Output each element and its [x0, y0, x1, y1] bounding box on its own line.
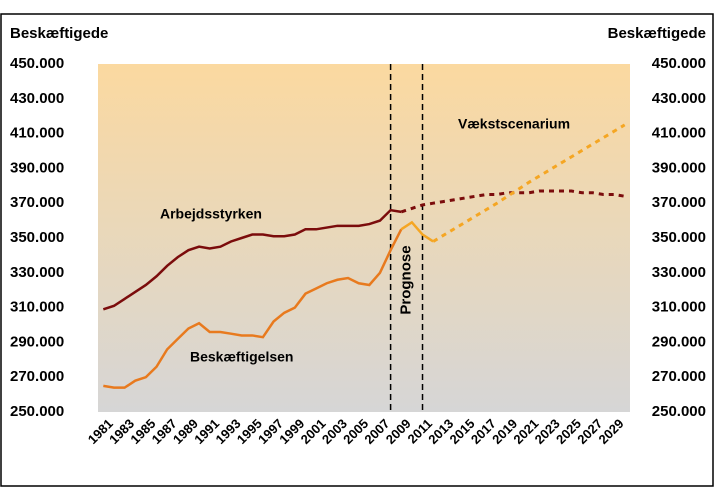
y-tick-label: 330.000 [10, 264, 64, 281]
y-tick-label: 290.000 [10, 333, 64, 350]
y2-tick-label: 350.000 [652, 229, 706, 246]
y2-tick-label: 430.000 [652, 90, 706, 107]
y-axis-title: Beskæftigede [10, 25, 108, 42]
prognose-label: Prognose [398, 245, 415, 314]
y2-tick-label: 310.000 [652, 299, 706, 316]
y2-tick-label: 450.000 [652, 55, 706, 72]
y-tick-label: 350.000 [10, 229, 64, 246]
series-line [432, 123, 626, 243]
y2-tick-label: 270.000 [652, 368, 706, 385]
series-label: Vækstscenarium [458, 116, 570, 132]
y2-tick-label: 370.000 [652, 194, 706, 211]
y-tick-label: 410.000 [10, 125, 64, 142]
y-tick-label: 310.000 [10, 299, 64, 316]
series-label: Beskæftigelsen [190, 349, 293, 365]
y2-tick-label: 390.000 [652, 159, 706, 176]
y2-tick-label: 250.000 [652, 403, 706, 420]
y-tick-label: 450.000 [10, 55, 64, 72]
plot-area [98, 64, 630, 412]
series-label: Arbejdsstyrken [160, 206, 262, 222]
y2-axis-title: Beskæftigede [608, 25, 706, 42]
y2-tick-label: 330.000 [652, 264, 706, 281]
y-tick-label: 430.000 [10, 90, 64, 107]
series-line [102, 208, 402, 311]
y-tick-label: 250.000 [10, 403, 64, 420]
y-tick-label: 270.000 [10, 368, 64, 385]
y2-tick-label: 290.000 [652, 333, 706, 350]
y-tick-label: 370.000 [10, 194, 64, 211]
y-tick-label: 390.000 [10, 159, 64, 176]
series-line [400, 220, 434, 243]
series-line [103, 228, 403, 389]
y2-tick-label: 410.000 [652, 125, 706, 142]
